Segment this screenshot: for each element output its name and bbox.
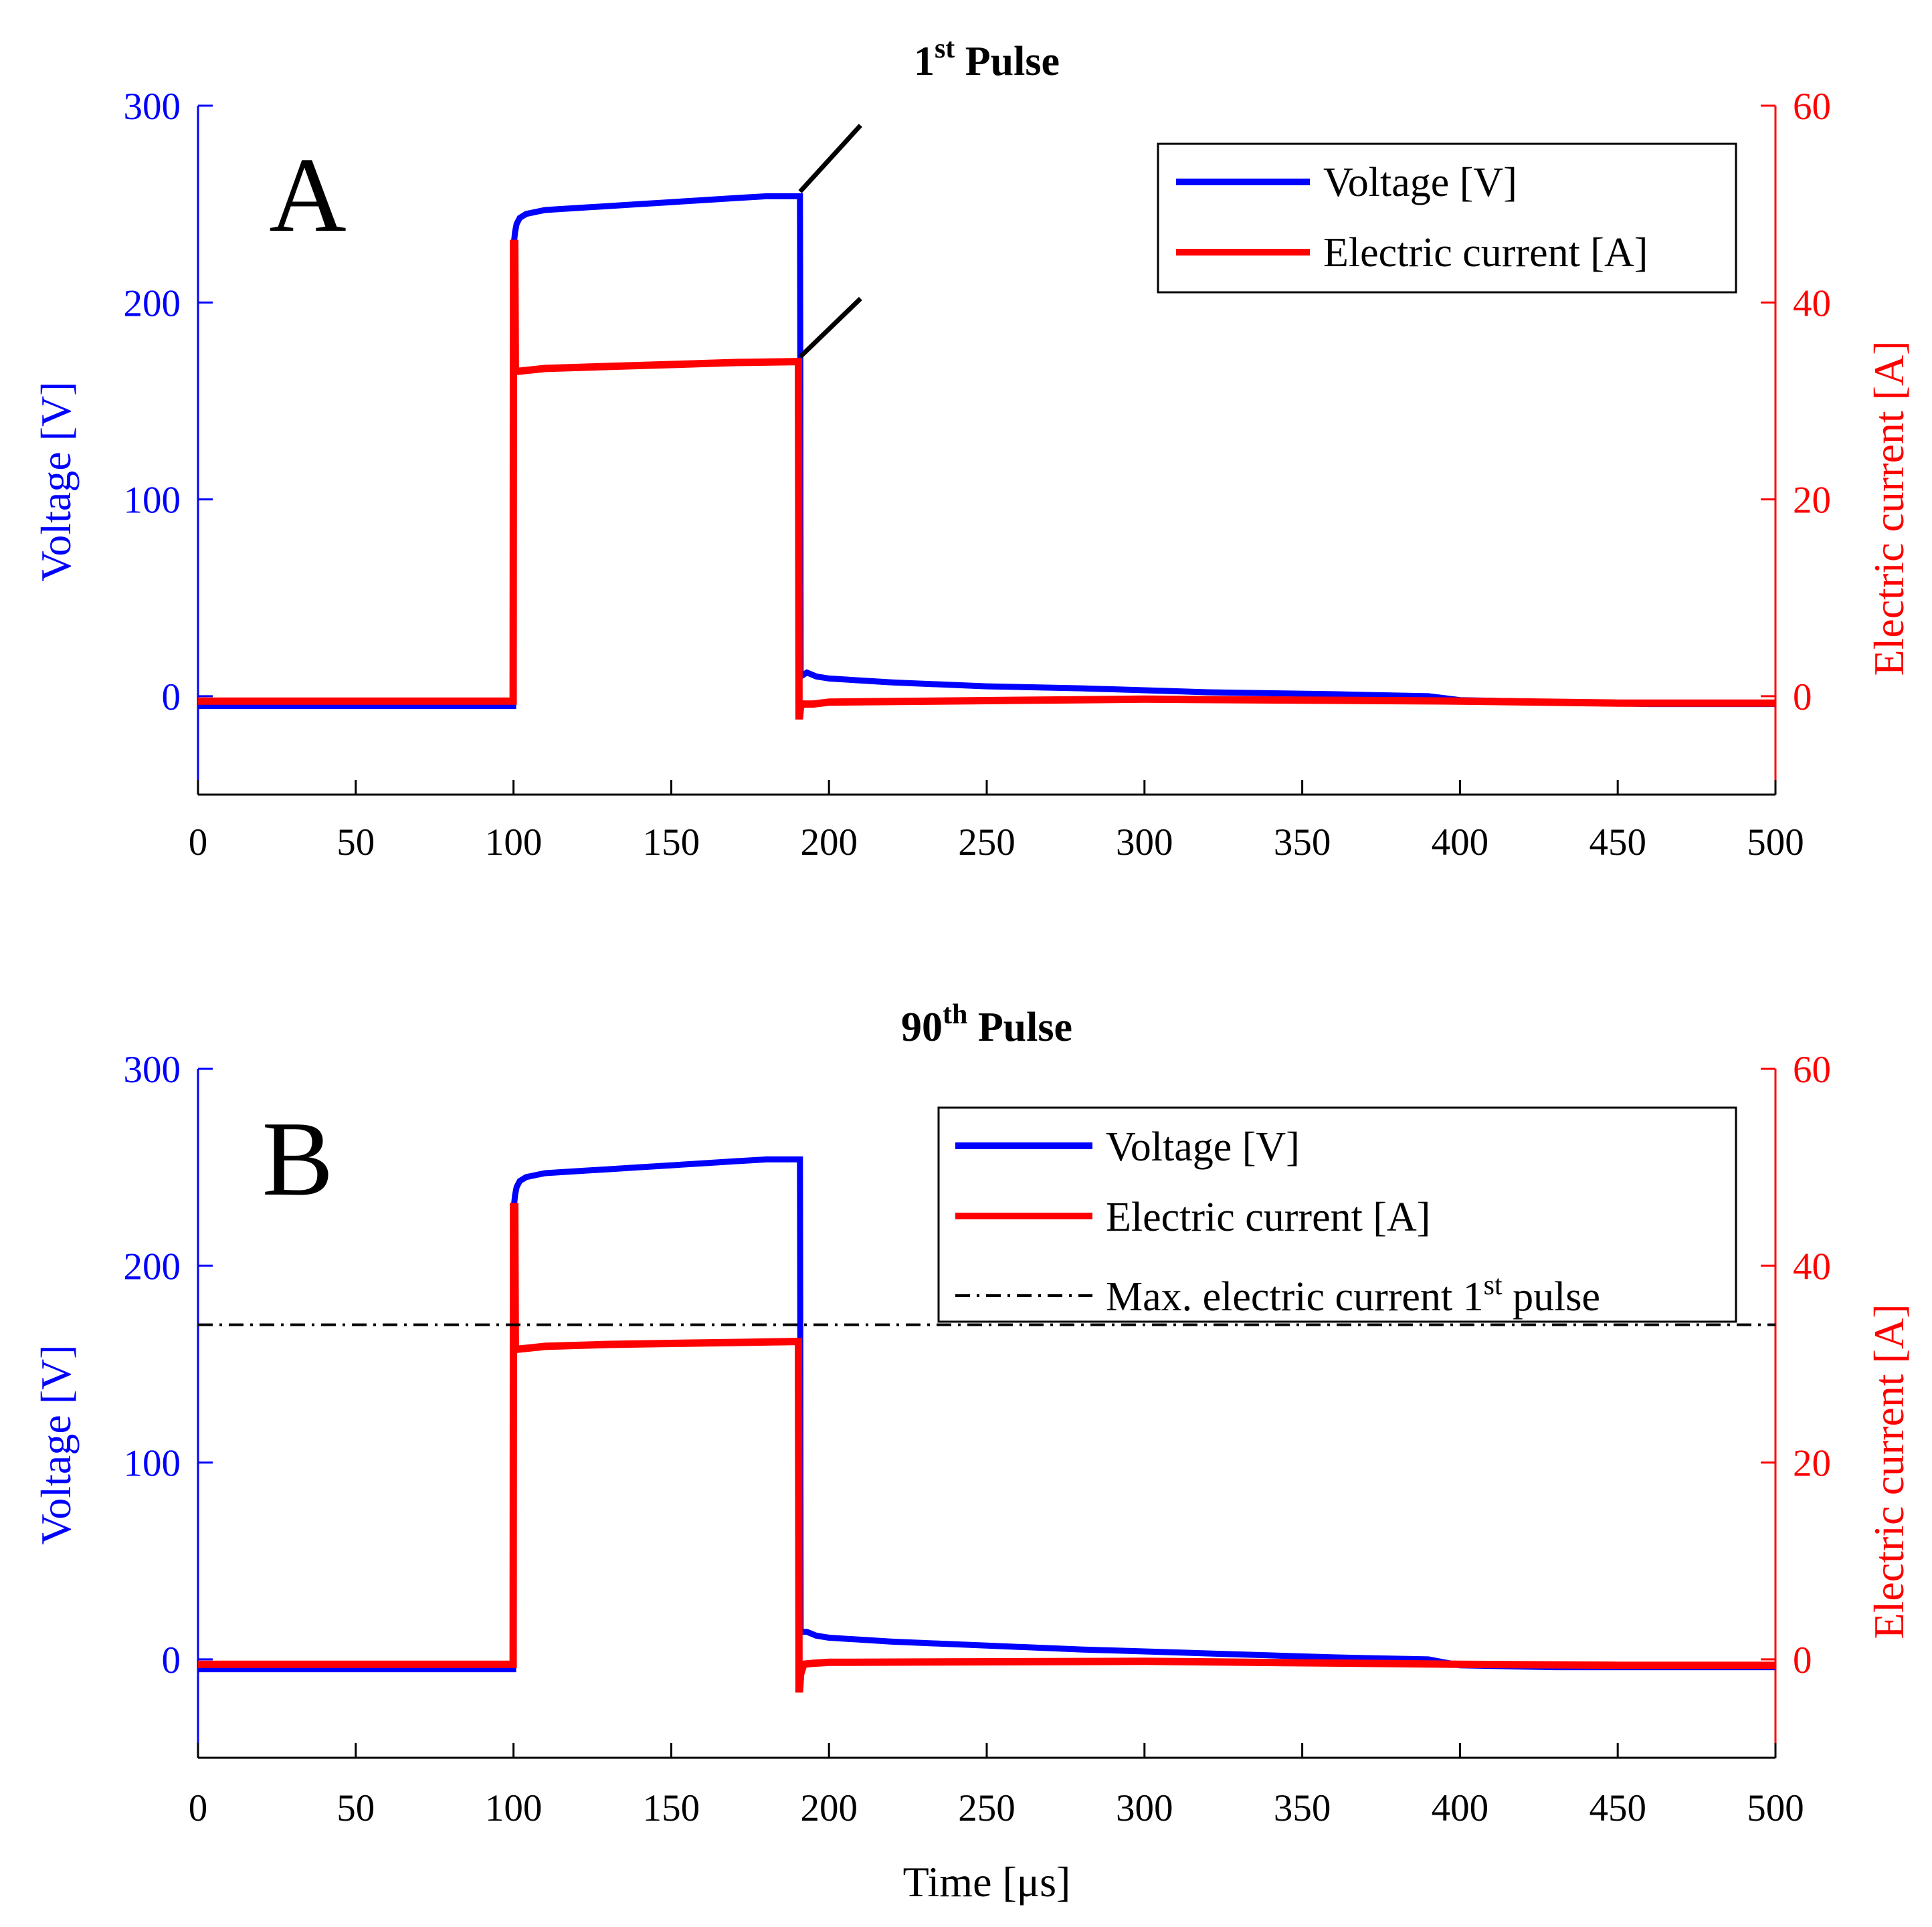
panel-a-plot: 0 50 100 150 200 250 300 350 400 450 5000100200300… [124, 86, 1832, 864]
panel-a-y-left-tick-label: 100 [124, 480, 181, 522]
panel-b-letter: B [262, 1099, 334, 1218]
panel-b-y-right-tick-label: 40 [1793, 1245, 1831, 1288]
panel-b-series-current [198, 1203, 1775, 1693]
panel-a-annotation-arrow [798, 124, 862, 193]
panel-b-x-tick-label: 50 [336, 1787, 375, 1829]
panel-b-ylabel-left: Voltage [V] [32, 1344, 80, 1544]
panel-a-x-tick-label: 250 [958, 821, 1016, 864]
panel-b-legend-reference-label: Max. electric current 1st pulse [1106, 1270, 1600, 1320]
panel-a-y-left-tick-label: 0 [162, 676, 181, 718]
panel-b-y-left-tick-label: 200 [124, 1245, 181, 1288]
panel-b-legend-current-label: Electric current [A] [1106, 1195, 1430, 1240]
panel-a-series-current [198, 239, 1775, 720]
panel-a-ylabel-right: Electric current [A] [1865, 340, 1913, 676]
panel-a: 1st Pulse 0 50 100 150 200 250 300 350 400 450 500… [32, 33, 1913, 864]
panel-a-x-tick-label: 200 [800, 821, 858, 864]
panel-a-legend-current-label: Electric current [A] [1323, 230, 1648, 276]
panel-a-letter: A [269, 135, 347, 254]
panel-b-legend-voltage-label: Voltage [V] [1106, 1124, 1300, 1170]
panel-a-title: 1st Pulse [914, 33, 1060, 84]
panel-b-x-tick-label: 150 [643, 1787, 700, 1829]
panel-a-series-voltage [198, 193, 1775, 710]
panel-a-y-right-tick-label: 0 [1793, 676, 1812, 718]
panel-b-title: 90th Pulse [901, 999, 1072, 1050]
panel-a-y-left-tick-label: 200 [124, 282, 181, 324]
x-axis-label: Time [μs] [903, 1858, 1071, 1906]
panel-b-legend: Voltage [V] Electric current [A] Max. el… [937, 1106, 1737, 1323]
panel-a-y-right-tick-label: 40 [1793, 282, 1831, 324]
panel-b-y-left-tick-label: 0 [162, 1639, 181, 1682]
panel-a-x-tick-label: 0 [189, 821, 208, 864]
panel-a-x-tick-label: 100 [485, 821, 543, 864]
panel-b-y-right-tick-label: 0 [1793, 1639, 1812, 1682]
panel-b-x-tick-label: 250 [958, 1787, 1016, 1829]
panel-a-x-tick-label: 400 [1432, 821, 1489, 864]
panel-a-y-right-tick-label: 60 [1793, 86, 1831, 128]
panel-b-x-tick-label: 400 [1432, 1787, 1489, 1829]
panel-a-x-tick-label: 50 [336, 821, 375, 864]
panel-b-x-tick-label: 450 [1589, 1787, 1646, 1829]
panel-a-x-tick-label: 500 [1747, 821, 1804, 864]
panel-a-legend-box [1157, 142, 1737, 294]
panel-b-plot: 0 50 100 150 200 250 300 350 400 450 5000100200300… [124, 1049, 1832, 1829]
panel-a-legend-voltage-label: Voltage [V] [1323, 160, 1517, 205]
panel-b-x-tick-label: 100 [485, 1787, 543, 1829]
panel-b-x-tick-label: 0 [189, 1787, 208, 1829]
panel-a-ylabel-left: Voltage [V] [32, 381, 80, 581]
panel-b-x-tick-label: 200 [800, 1787, 858, 1829]
panel-b-x-tick-label: 500 [1747, 1787, 1804, 1829]
panel-b-y-left-tick-label: 300 [124, 1049, 181, 1091]
panel-a-x-tick-label: 300 [1116, 821, 1173, 864]
panel-b: 90th Pulse 0 50 100 150 200 250 300 350 400 450 50… [32, 999, 1913, 1906]
panel-b-series-voltage [198, 1156, 1775, 1673]
panel-b-x-tick-label: 300 [1116, 1787, 1173, 1829]
panel-a-y-right-tick-label: 20 [1793, 480, 1831, 522]
panel-b-x-tick-label: 350 [1274, 1787, 1331, 1829]
panel-a-legend: Voltage [V] Electric current [A] [1157, 142, 1737, 294]
panel-b-ylabel-right: Electric current [A] [1865, 1304, 1913, 1639]
panel-b-y-right-tick-label: 60 [1793, 1049, 1831, 1091]
panel-b-y-left-tick-label: 100 [124, 1443, 181, 1485]
panel-a-x-tick-label: 450 [1589, 821, 1646, 864]
panel-a-x-tick-label: 350 [1274, 821, 1331, 864]
panel-a-x-tick-label: 150 [643, 821, 700, 864]
panel-b-y-right-tick-label: 20 [1793, 1443, 1831, 1485]
panel-a-annotation-arrow [798, 296, 862, 359]
panel-a-y-left-tick-label: 300 [124, 86, 181, 128]
